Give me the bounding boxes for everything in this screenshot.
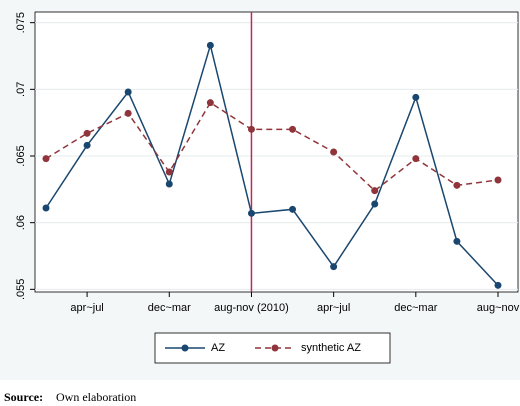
data-point — [165, 168, 173, 176]
x-tick-label: apr~jul — [70, 302, 103, 314]
series-line — [45, 42, 499, 286]
plot-area — [34, 11, 519, 293]
data-point — [124, 109, 132, 117]
y-tick-label: .07 — [15, 82, 27, 97]
data-point — [289, 205, 297, 213]
y-tick-label: .055 — [15, 279, 27, 300]
data-point — [42, 155, 50, 163]
data-point — [42, 204, 50, 212]
x-tick-label: aug~nov — [477, 302, 520, 314]
x-tick-label: aug-nov (2010) — [214, 302, 289, 314]
data-point — [247, 125, 255, 133]
data-point — [330, 148, 338, 156]
data-point — [206, 41, 214, 49]
data-point — [83, 129, 91, 137]
data-point — [206, 99, 214, 107]
data-point — [412, 155, 420, 163]
data-point — [247, 209, 255, 217]
x-tick-label: dec~mar — [148, 302, 191, 314]
source-text: Own elaboration — [56, 390, 136, 404]
data-point — [453, 181, 461, 189]
data-point — [124, 88, 132, 96]
y-tick-label: .06 — [15, 215, 27, 230]
y-tick-label: .075 — [15, 12, 27, 33]
data-point — [371, 200, 379, 208]
data-point — [494, 176, 502, 184]
data-point — [453, 237, 461, 245]
data-point — [494, 281, 502, 289]
data-point — [330, 263, 338, 271]
y-tick-label: .065 — [15, 145, 27, 166]
data-point — [412, 93, 420, 101]
data-point — [83, 141, 91, 149]
legend-label: AZ — [211, 342, 225, 354]
data-point — [165, 180, 173, 188]
data-point — [289, 125, 297, 133]
x-tick-label: dec~mar — [394, 302, 437, 314]
x-tick-label: apr~jul — [317, 302, 350, 314]
data-point — [371, 187, 379, 195]
legend-label: synthetic AZ — [301, 342, 361, 354]
legend-marker — [181, 344, 189, 352]
legend-marker — [271, 344, 279, 352]
source-label: Source: — [4, 390, 43, 404]
series-line — [45, 101, 499, 192]
